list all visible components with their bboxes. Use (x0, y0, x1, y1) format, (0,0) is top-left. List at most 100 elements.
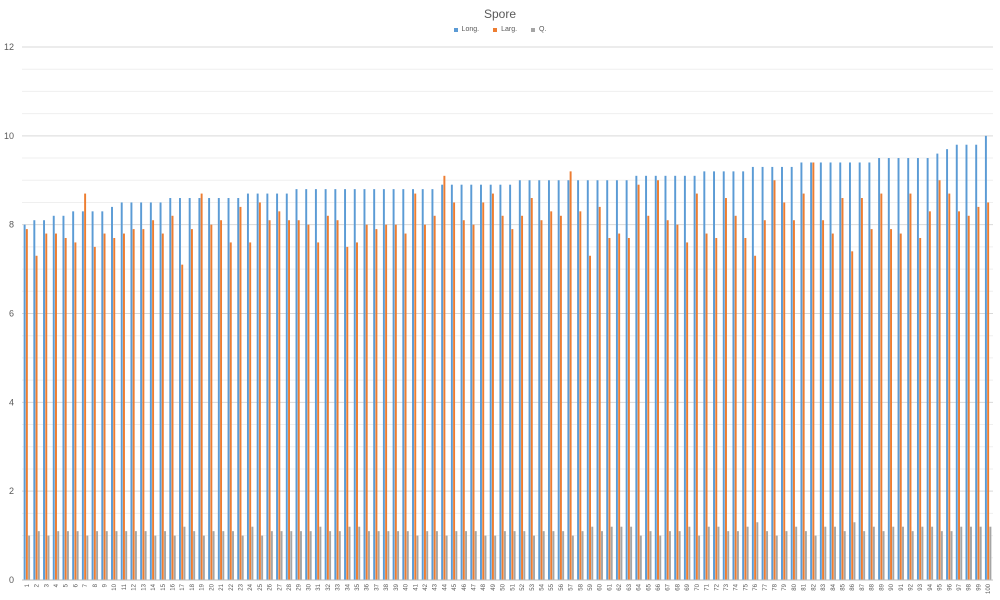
bar-q (707, 526, 710, 580)
bar-long (781, 166, 783, 581)
bar-q (863, 531, 866, 580)
bar-q (484, 535, 487, 580)
bar-q (125, 531, 128, 580)
bar-q (358, 526, 361, 580)
bar-q (668, 531, 671, 580)
bar-larg (928, 211, 931, 580)
bar-long (149, 202, 152, 581)
bar-q (232, 531, 234, 580)
bar-long (470, 184, 473, 581)
bar-larg (113, 237, 116, 580)
bar-larg (25, 229, 28, 580)
bar-long (635, 175, 638, 580)
bar-larg (977, 206, 980, 580)
bar-larg (812, 162, 815, 580)
bar-q (902, 526, 904, 580)
bar-long (188, 198, 191, 580)
x-tick-label: 88 (870, 583, 876, 590)
bar-larg (754, 255, 757, 580)
bar-larg (142, 229, 145, 580)
x-tick-label: 81 (802, 583, 808, 590)
bar-long (460, 184, 463, 581)
bar-long (732, 171, 735, 580)
bar-long (751, 166, 754, 581)
bar-larg (550, 211, 553, 580)
bar-larg (802, 193, 805, 580)
bar-larg (307, 224, 310, 580)
bar-q (37, 531, 40, 580)
bar-long (101, 211, 104, 580)
x-tick-label: 19 (200, 583, 206, 590)
bar-q (834, 526, 836, 580)
bar-larg (783, 202, 786, 581)
bar-long (334, 189, 337, 580)
bar-larg (423, 224, 426, 580)
bar-long (829, 162, 832, 580)
bar-long (810, 162, 813, 580)
bar-q (57, 531, 60, 580)
x-tick-label: 58 (578, 583, 584, 590)
x-tick-label: 59 (588, 583, 594, 590)
x-tick-label: 49 (491, 583, 497, 590)
bar-larg (443, 175, 446, 580)
bar-q (455, 531, 458, 580)
bar-long (441, 184, 444, 581)
x-tick-label: 41 (413, 583, 419, 590)
bar-q (329, 531, 332, 580)
bar-long (528, 180, 531, 580)
bar-larg (472, 224, 475, 580)
x-tick-label: 23 (238, 583, 244, 590)
bar-larg (637, 184, 640, 581)
bar-q (795, 526, 798, 580)
bar-q (387, 531, 390, 580)
legend-item-larg: Larg. (493, 26, 517, 33)
bar-long (713, 171, 715, 580)
bar-long (926, 158, 929, 580)
bar-long (509, 184, 512, 581)
x-tick-label: 33 (336, 583, 342, 590)
bar-larg (132, 229, 135, 580)
bar-long (480, 184, 482, 581)
bar-q (989, 526, 992, 580)
bar-larg (831, 233, 834, 581)
bar-larg (375, 229, 378, 580)
bar-larg (589, 255, 592, 580)
bar-q (940, 531, 943, 580)
bar-long (596, 180, 599, 580)
x-tick-label: 35 (355, 583, 361, 590)
bar-larg (967, 215, 970, 581)
x-tick-label: 90 (889, 583, 895, 590)
bar-long (615, 180, 618, 580)
bar-larg (987, 202, 990, 581)
bar-larg (851, 251, 854, 581)
bar-larg (938, 180, 941, 580)
bar-long (373, 189, 376, 580)
bar-long (246, 193, 249, 580)
bar-q (960, 526, 963, 580)
bar-larg (297, 220, 300, 580)
bar-q (76, 531, 79, 580)
x-tick-label: 93 (918, 583, 924, 590)
legend-swatch-q (531, 27, 536, 32)
legend-label-larg: Larg. (501, 26, 518, 33)
y-tick-label: 12 (4, 42, 14, 52)
bar-larg (394, 224, 397, 580)
x-tick-label: 1 (25, 583, 31, 587)
bar-q (533, 535, 535, 580)
bar-larg (511, 229, 514, 580)
x-tick-label: 15 (161, 583, 167, 590)
x-tick-label: 31 (316, 583, 322, 590)
bar-q (630, 526, 633, 580)
bar-q (843, 531, 846, 580)
y-tick-label: 10 (4, 131, 14, 141)
bar-long (800, 162, 803, 580)
bar-q (465, 531, 468, 580)
bar-long (878, 158, 881, 580)
bar-larg (103, 233, 106, 581)
bar-long (324, 189, 327, 580)
x-tick-label: 83 (821, 583, 827, 590)
bar-larg (919, 237, 922, 580)
bar-larg (404, 233, 407, 581)
bar-larg (521, 215, 524, 581)
